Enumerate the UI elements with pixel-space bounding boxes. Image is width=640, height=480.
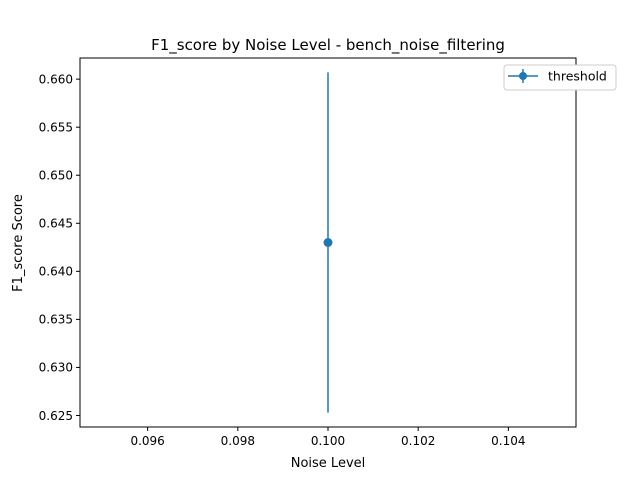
legend-series-marker xyxy=(519,72,527,80)
y-tick-label: 0.660 xyxy=(39,72,73,86)
x-tick-label: 0.102 xyxy=(401,434,435,448)
y-tick-label: 0.640 xyxy=(39,265,73,279)
x-tick-label: 0.096 xyxy=(130,434,164,448)
y-tick-label: 0.635 xyxy=(39,313,73,327)
plot-area xyxy=(323,72,333,413)
data-point xyxy=(323,238,333,247)
y-tick-label: 0.655 xyxy=(39,120,73,134)
legend: threshold xyxy=(503,64,617,91)
chart-title: F1_score by Noise Level - bench_noise_fi… xyxy=(151,36,505,55)
y-axis: 0.625 0.630 0.635 0.640 0.645 0.650 0.655 0.660 xyxy=(39,72,80,423)
legend-box xyxy=(503,64,617,91)
x-tick-label: 0.100 xyxy=(311,434,345,448)
y-axis-label: F1_score Score xyxy=(11,194,26,292)
y-tick-label: 0.625 xyxy=(39,409,73,423)
y-tick-label: 0.630 xyxy=(39,361,73,375)
x-tick-label: 0.104 xyxy=(491,434,525,448)
x-tick-label: 0.098 xyxy=(221,434,255,448)
legend-series-label: threshold xyxy=(548,69,607,84)
y-tick-label: 0.650 xyxy=(39,169,73,183)
x-axis: 0.096 0.098 0.100 0.102 0.104 xyxy=(130,427,526,448)
x-axis-label: Noise Level xyxy=(291,456,366,471)
y-tick-label: 0.645 xyxy=(39,217,73,231)
